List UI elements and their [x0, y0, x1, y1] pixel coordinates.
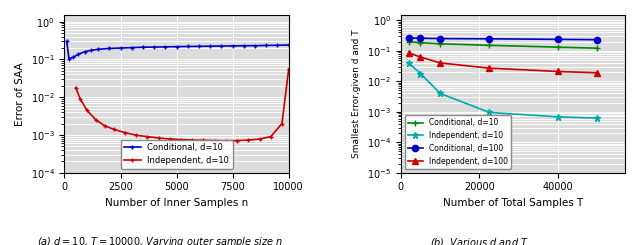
- Line: Independent, d=10: Independent, d=10: [405, 60, 601, 122]
- Conditional, d=10: [228, 44, 236, 47]
- Conditional, d=10: [218, 45, 225, 48]
- Conditional, d=10: [116, 47, 124, 49]
- Conditional, d=100: [417, 37, 424, 40]
- Independent, d=100: [594, 71, 602, 74]
- Conditional, d=10: [65, 57, 73, 60]
- Text: (b)  Various $d$ and $T$: (b) Various $d$ and $T$: [431, 235, 529, 245]
- Independent, d=10: [211, 139, 218, 142]
- Independent, d=10: [405, 61, 413, 64]
- Conditional, d=10: [184, 45, 191, 48]
- Conditional, d=10: [106, 47, 113, 50]
- Conditional, d=100: [594, 38, 602, 41]
- Independent, d=10: [200, 139, 207, 142]
- Independent, d=10: [436, 92, 444, 95]
- X-axis label: Number of Total Samples T: Number of Total Samples T: [443, 198, 583, 208]
- Conditional, d=10: [262, 44, 270, 47]
- Conditional, d=10: [63, 40, 70, 43]
- Independent, d=10: [233, 139, 241, 142]
- Independent, d=10: [417, 72, 424, 75]
- Independent, d=10: [278, 122, 286, 125]
- Independent, d=10: [92, 118, 100, 121]
- Independent, d=10: [285, 68, 292, 71]
- Independent, d=10: [132, 134, 140, 137]
- Conditional, d=10: [206, 45, 214, 48]
- Independent, d=10: [256, 137, 264, 140]
- Y-axis label: Smallest Error,given d and T: Smallest Error,given d and T: [352, 30, 362, 158]
- Independent, d=100: [436, 61, 444, 64]
- Conditional, d=10: [417, 41, 424, 44]
- Conditional, d=100: [486, 37, 493, 40]
- Independent, d=10: [76, 98, 84, 100]
- X-axis label: Number of Inner Samples n: Number of Inner Samples n: [105, 198, 248, 208]
- Conditional, d=10: [161, 45, 169, 48]
- Independent, d=10: [72, 86, 79, 89]
- Conditional, d=10: [150, 46, 158, 49]
- Y-axis label: Error of SAA: Error of SAA: [15, 62, 25, 126]
- Independent, d=10: [143, 135, 151, 138]
- Conditional, d=10: [70, 56, 77, 59]
- Conditional, d=10: [195, 45, 203, 48]
- Independent, d=10: [166, 137, 173, 140]
- Conditional, d=100: [436, 37, 444, 40]
- Conditional, d=100: [554, 38, 562, 41]
- Independent, d=10: [267, 135, 275, 138]
- Conditional, d=10: [554, 46, 562, 49]
- Independent, d=10: [594, 117, 602, 120]
- Independent, d=10: [222, 139, 230, 142]
- Conditional, d=10: [594, 47, 602, 50]
- Independent, d=10: [244, 139, 252, 142]
- Line: Independent, d=10: Independent, d=10: [73, 67, 291, 143]
- Independent, d=10: [188, 139, 196, 142]
- Conditional, d=10: [173, 45, 180, 48]
- Conditional, d=10: [436, 42, 444, 45]
- Conditional, d=10: [274, 44, 282, 47]
- Independent, d=100: [405, 51, 413, 54]
- Conditional, d=100: [405, 37, 413, 39]
- Conditional, d=10: [405, 40, 413, 43]
- Independent, d=10: [155, 136, 163, 139]
- Line: Conditional, d=10: Conditional, d=10: [406, 39, 600, 51]
- Conditional, d=10: [128, 46, 136, 49]
- Conditional, d=10: [81, 50, 88, 53]
- Independent, d=10: [554, 115, 562, 118]
- Conditional, d=10: [88, 49, 95, 52]
- Line: Conditional, d=100: Conditional, d=100: [406, 35, 600, 43]
- Independent, d=10: [83, 109, 91, 112]
- Line: Independent, d=100: Independent, d=100: [406, 50, 600, 76]
- Independent, d=10: [121, 131, 129, 134]
- Conditional, d=10: [252, 44, 259, 47]
- Independent, d=100: [417, 55, 424, 58]
- Independent, d=10: [110, 128, 118, 131]
- Legend: Conditional, d=10, Independent, d=10, Conditional, d=100, Independent, d=100: Conditional, d=10, Independent, d=10, Co…: [404, 115, 511, 169]
- Independent, d=100: [486, 67, 493, 70]
- Conditional, d=10: [94, 48, 102, 51]
- Independent, d=10: [101, 124, 109, 127]
- Conditional, d=10: [74, 53, 82, 56]
- Text: (a) $d = 10$, $T = 10000$, Varying outer sample size $n$: (a) $d = 10$, $T = 10000$, Varying outer…: [37, 235, 283, 245]
- Conditional, d=10: [486, 44, 493, 47]
- Conditional, d=10: [285, 44, 292, 47]
- Line: Conditional, d=10: Conditional, d=10: [64, 39, 291, 61]
- Independent, d=10: [177, 138, 185, 141]
- Conditional, d=10: [139, 46, 147, 49]
- Independent, d=10: [486, 111, 493, 114]
- Conditional, d=10: [240, 44, 248, 47]
- Independent, d=100: [554, 70, 562, 73]
- Legend: Conditional, d=10, Independent, d=10: Conditional, d=10, Independent, d=10: [121, 140, 232, 169]
